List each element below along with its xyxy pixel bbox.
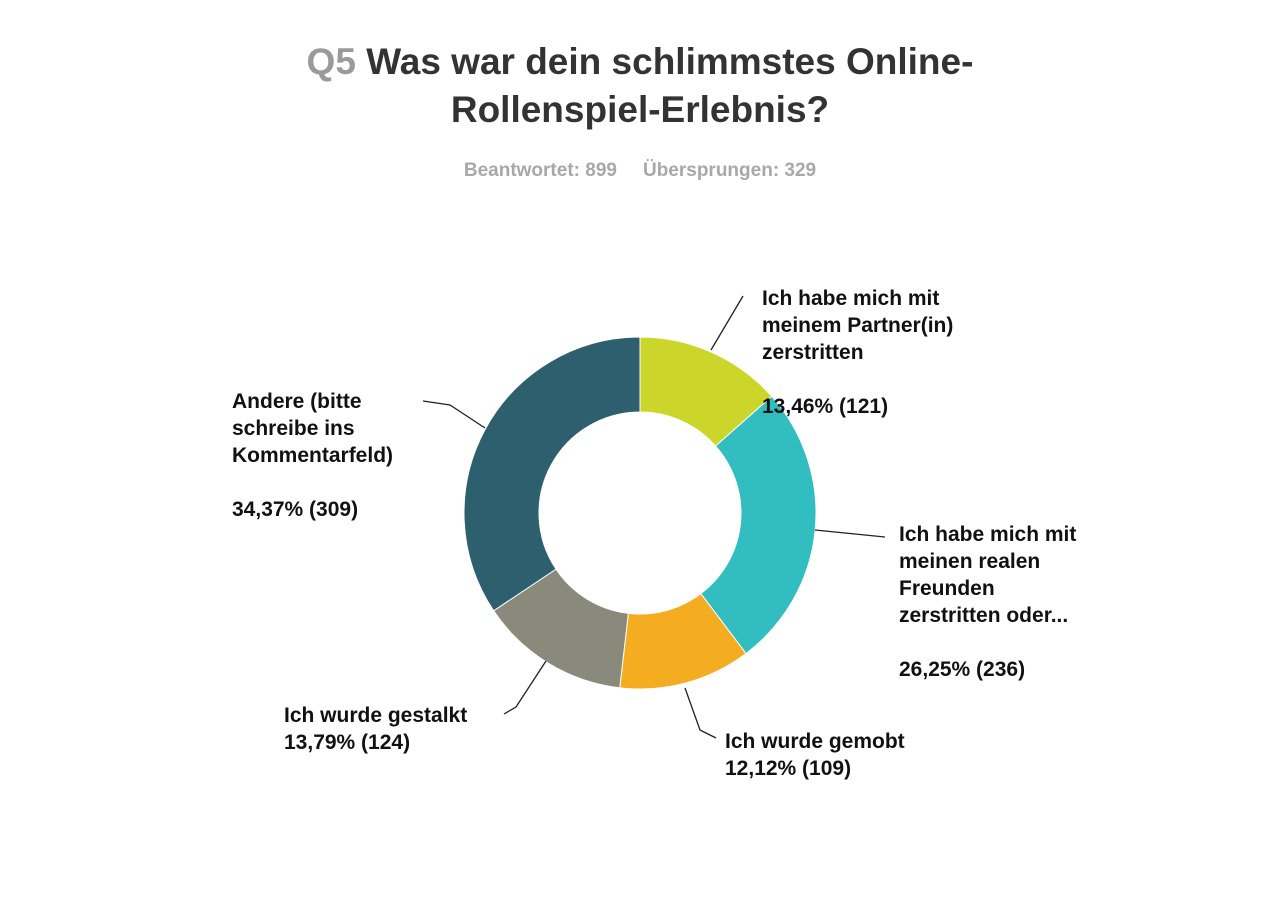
slice-label-gestalkt-value: 13,79% (124) (284, 731, 411, 754)
answered-count: Beantwortet: 899 (463, 160, 617, 181)
leader-line-freunde (814, 529, 886, 538)
leader-line-gestalkt (503, 660, 547, 715)
slice-label-freunde: Ich habe mich mit meinen realen Freunden… (899, 521, 1076, 683)
leader-line-gemobt (684, 687, 717, 739)
donut-slice-freunde (700, 395, 817, 655)
question-title-line2: Rollenspiel-Erlebnis? (450, 89, 830, 130)
slice-label-freunde-value: 26,25% (236) (899, 658, 1026, 681)
slice-label-andere-text: Andere (bitte schreibe ins Kommentarfeld… (232, 390, 394, 467)
leader-line-andere (422, 400, 486, 429)
slice-label-partner: Ich habe mich mit meinem Partner(in) zer… (762, 285, 953, 420)
slice-label-gemobt-text: Ich wurde gemobt (725, 730, 905, 753)
slice-label-andere: Andere (bitte schreibe ins Kommentarfeld… (232, 388, 393, 523)
slice-label-gestalkt-text: Ich wurde gestalkt (284, 704, 468, 727)
slice-label-freunde-text: Ich habe mich mit meinen realen Freunden… (899, 523, 1077, 627)
leader-line-partner (710, 295, 744, 351)
slice-label-partner-text: Ich habe mich mit meinem Partner(in) zer… (762, 287, 954, 364)
slice-label-gestalkt: Ich wurde gestalkt 13,79% (124) (284, 702, 467, 756)
donut-slice-andere (463, 336, 641, 612)
chart-title: Q5 Was war dein schlimmstes Online- Roll… (0, 38, 1280, 134)
response-stats: Beantwortet: 899 Übersprungen: 329 (0, 160, 1280, 182)
question-title-line1: Was war dein schlimmstes Online- (366, 41, 974, 82)
slice-label-gemobt-value: 12,12% (109) (725, 757, 852, 780)
slice-label-gemobt: Ich wurde gemobt 12,12% (109) (725, 728, 905, 782)
slice-label-partner-value: 13,46% (121) (762, 395, 889, 418)
question-number: Q5 (306, 41, 356, 82)
skipped-count: Übersprungen: 329 (642, 160, 817, 181)
slice-label-andere-value: 34,37% (309) (232, 498, 359, 521)
